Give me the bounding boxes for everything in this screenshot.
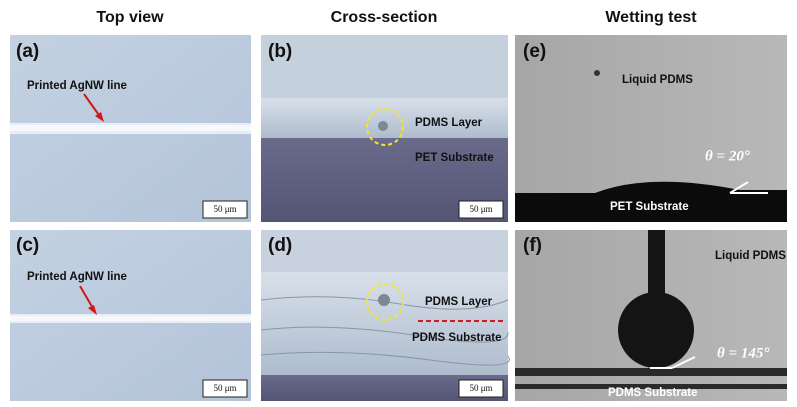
annotation: PDMS Substrate: [412, 332, 501, 344]
scale-bar: 50 μm: [469, 383, 492, 393]
panel-d: (d) PDMS Layer PDMS Substrate 50 μm: [261, 230, 509, 401]
column-header: Top view: [96, 9, 164, 26]
scale-bar: 50 μm: [213, 204, 236, 214]
annotation: Liquid PDMS: [622, 74, 693, 86]
contact-angle: θ = 145°: [717, 345, 769, 361]
figure: Top view Cross-section Wetting test (a) …: [0, 0, 797, 407]
column-header: Wetting test: [605, 9, 697, 26]
panel-label: (c): [16, 235, 39, 256]
annotation: Liquid PDMS: [715, 250, 786, 262]
column-header: Cross-section: [331, 9, 438, 26]
annotation: Printed AgNW line: [27, 271, 127, 283]
annotation: Printed AgNW line: [27, 80, 127, 92]
panel-a: (a) Printed AgNW line 50 μm: [10, 35, 251, 222]
panel-label: (d): [268, 235, 292, 256]
annotation: PDMS Layer: [425, 296, 493, 308]
panel-label: (e): [523, 41, 546, 62]
panel-f: (f) Liquid PDMS θ = 145° PDMS Substrate: [515, 230, 787, 401]
panel-label: (b): [268, 41, 292, 62]
panel-c: (c) Printed AgNW line 50 μm: [10, 230, 251, 401]
annotation: PET Substrate: [415, 152, 494, 164]
panel-label: (a): [16, 41, 39, 62]
panel-e: (e) Liquid PDMS θ = 20° PET Substrate: [515, 35, 787, 222]
scale-bar: 50 μm: [213, 383, 236, 393]
contact-angle: θ = 20°: [705, 148, 750, 164]
panel-label: (f): [523, 235, 542, 256]
panel-b: (b) PDMS Layer PET Substrate 50 μm: [261, 35, 508, 222]
annotation: PDMS Layer: [415, 117, 483, 129]
annotation: PET Substrate: [610, 201, 689, 213]
annotation: PDMS Substrate: [608, 387, 697, 399]
scale-bar: 50 μm: [469, 204, 492, 214]
